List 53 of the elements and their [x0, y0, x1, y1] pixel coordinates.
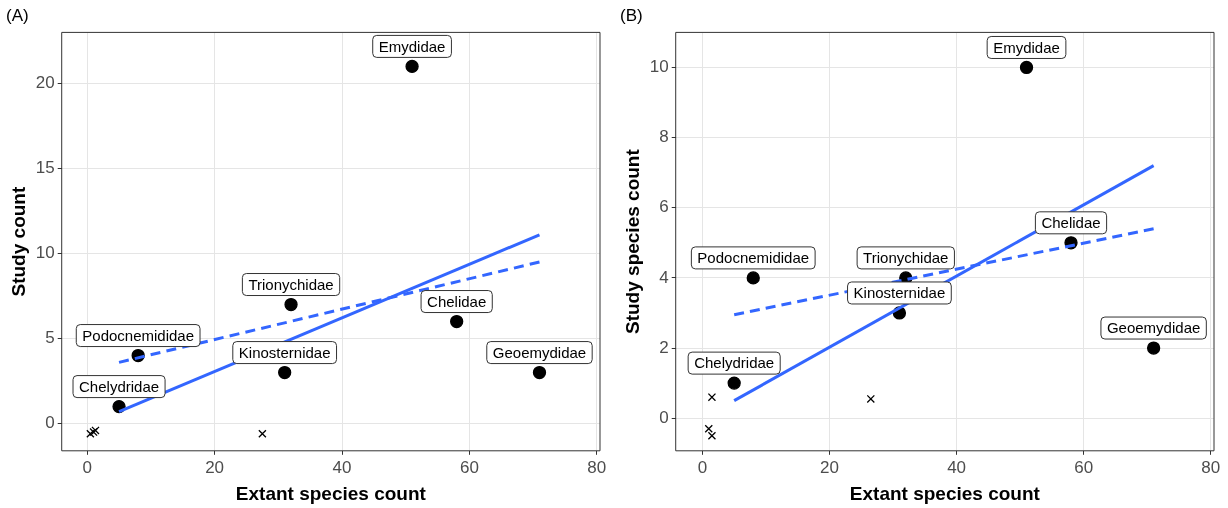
point — [284, 297, 298, 312]
y-tick-label: 8 — [659, 127, 669, 147]
x-tick-label: 40 — [332, 457, 352, 477]
y-tick-label: 20 — [35, 73, 55, 93]
x-tick-label: 60 — [459, 457, 479, 477]
annotation: Chelydridae — [79, 377, 160, 395]
point — [258, 429, 267, 438]
y-tick-label: 10 — [35, 243, 55, 263]
x-axis-title: Extant species count — [235, 482, 427, 504]
annotation: Chelidae — [1041, 213, 1101, 231]
x-axis-title: Extant species count — [849, 482, 1041, 504]
annotation: Chelydridae — [694, 354, 775, 372]
annotation: Trionychidae — [863, 249, 949, 267]
annotation: Podocnemididae — [82, 326, 195, 344]
y-tick-label: 10 — [649, 57, 669, 77]
annotation: Podocnemididae — [697, 249, 810, 267]
y-tick-label: 0 — [45, 413, 55, 433]
x-tick-label: 20 — [820, 457, 839, 477]
annotation: Emydidae — [378, 37, 446, 55]
annotation: Geoemydidae — [492, 343, 587, 361]
y-tick-label: 15 — [35, 158, 55, 178]
chart-title: (A) — [6, 5, 29, 25]
annotation: Kinosternidae — [853, 284, 946, 302]
x-tick-label: 0 — [82, 457, 92, 477]
point — [866, 394, 875, 404]
point — [707, 392, 717, 402]
annotation: Trionychidae — [248, 275, 334, 293]
point — [727, 376, 741, 390]
point — [746, 271, 760, 285]
x-tick-label: 80 — [587, 457, 607, 477]
point — [278, 365, 292, 380]
y-tick-label: 5 — [45, 328, 55, 348]
chart-title: (B) — [620, 5, 643, 25]
point — [532, 365, 547, 380]
x-tick-label: 60 — [1074, 457, 1094, 477]
y-tick-label: 6 — [659, 197, 669, 217]
y-tick-label: 0 — [659, 407, 669, 427]
annotation: Kinosternidae — [238, 343, 331, 361]
point — [450, 314, 464, 329]
point — [1146, 341, 1161, 355]
x-tick-label: 20 — [205, 457, 225, 477]
point — [405, 59, 419, 74]
x-tick-label: 0 — [697, 457, 708, 477]
annotation: Geoemydidae — [1106, 319, 1201, 337]
x-tick-label: 80 — [1201, 457, 1221, 477]
x-tick-label: 40 — [947, 457, 967, 477]
y-tick-label: 4 — [659, 267, 669, 287]
y-axis-title: Study species count — [621, 148, 643, 334]
annotation: Chelidae — [427, 292, 487, 310]
y-tick-label: 2 — [659, 337, 669, 357]
point — [1019, 60, 1034, 75]
y-axis-title: Study count — [7, 186, 29, 297]
annotation: Emydidae — [993, 38, 1060, 56]
